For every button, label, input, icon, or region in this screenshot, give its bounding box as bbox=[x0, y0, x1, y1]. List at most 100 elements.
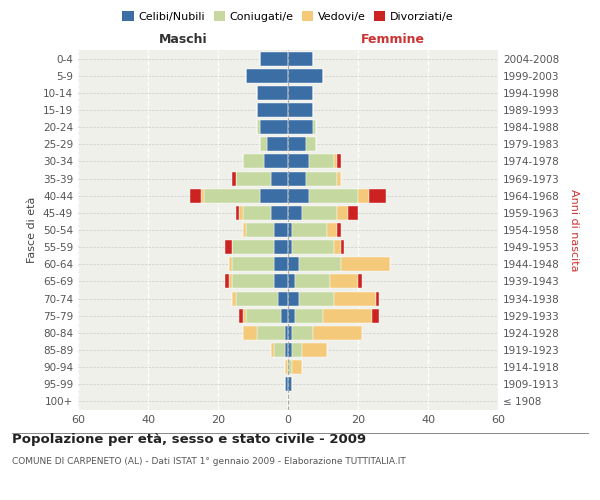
Bar bbox=[242, 308, 246, 322]
Bar bbox=[288, 138, 305, 151]
Bar bbox=[260, 52, 288, 66]
Bar bbox=[292, 326, 313, 340]
Bar bbox=[232, 258, 274, 272]
Bar bbox=[323, 308, 372, 322]
Bar bbox=[288, 308, 295, 322]
Bar bbox=[305, 172, 337, 185]
Bar bbox=[334, 240, 341, 254]
Bar bbox=[330, 274, 358, 288]
Bar bbox=[274, 274, 288, 288]
Bar bbox=[288, 52, 313, 66]
Legend: Celibi/Nubili, Coniugati/e, Vedovi/e, Divorziati/e: Celibi/Nubili, Coniugati/e, Vedovi/e, Di… bbox=[119, 8, 457, 25]
Bar bbox=[288, 154, 309, 168]
Bar bbox=[288, 86, 313, 100]
Bar bbox=[229, 274, 232, 288]
Bar bbox=[246, 223, 274, 237]
Bar bbox=[267, 138, 288, 151]
Bar bbox=[257, 326, 284, 340]
Bar bbox=[225, 240, 232, 254]
Bar bbox=[288, 258, 299, 272]
Bar bbox=[242, 223, 246, 237]
Text: COMUNE DI CARPENETO (AL) - Dati ISTAT 1° gennaio 2009 - Elaborazione TUTTITALIA.: COMUNE DI CARPENETO (AL) - Dati ISTAT 1°… bbox=[12, 457, 406, 466]
Y-axis label: Fasce di età: Fasce di età bbox=[28, 197, 37, 263]
Bar bbox=[200, 188, 204, 202]
Text: Maschi: Maschi bbox=[158, 34, 208, 46]
Bar bbox=[288, 343, 292, 357]
Bar bbox=[288, 68, 323, 82]
Bar bbox=[288, 206, 302, 220]
Bar bbox=[242, 154, 263, 168]
Bar bbox=[229, 258, 232, 272]
Bar bbox=[288, 120, 313, 134]
Bar bbox=[263, 154, 288, 168]
Bar bbox=[257, 103, 288, 117]
Bar bbox=[281, 308, 288, 322]
Bar bbox=[274, 343, 284, 357]
Bar bbox=[302, 343, 326, 357]
Bar bbox=[313, 326, 361, 340]
Bar bbox=[239, 308, 242, 322]
Bar bbox=[337, 172, 341, 185]
Bar bbox=[204, 188, 260, 202]
Bar bbox=[288, 240, 292, 254]
Bar bbox=[257, 86, 288, 100]
Bar bbox=[274, 258, 288, 272]
Bar bbox=[246, 68, 288, 82]
Bar bbox=[242, 206, 271, 220]
Bar bbox=[284, 378, 288, 392]
Bar bbox=[232, 172, 235, 185]
Bar bbox=[288, 223, 292, 237]
Bar bbox=[235, 206, 239, 220]
Bar bbox=[232, 240, 274, 254]
Bar bbox=[239, 206, 242, 220]
Bar bbox=[337, 206, 347, 220]
Bar bbox=[341, 258, 389, 272]
Bar bbox=[292, 223, 326, 237]
Bar bbox=[305, 138, 316, 151]
Bar bbox=[271, 343, 274, 357]
Text: Femmine: Femmine bbox=[361, 34, 425, 46]
Bar bbox=[260, 138, 267, 151]
Bar bbox=[295, 308, 323, 322]
Bar bbox=[368, 188, 386, 202]
Bar bbox=[271, 172, 288, 185]
Bar bbox=[190, 188, 200, 202]
Bar bbox=[271, 206, 288, 220]
Bar bbox=[334, 292, 376, 306]
Bar bbox=[242, 326, 257, 340]
Bar bbox=[288, 292, 299, 306]
Bar bbox=[295, 274, 330, 288]
Bar bbox=[260, 120, 288, 134]
Bar bbox=[277, 292, 288, 306]
Bar bbox=[232, 292, 235, 306]
Bar bbox=[274, 240, 288, 254]
Bar bbox=[235, 292, 277, 306]
Bar bbox=[288, 378, 292, 392]
Bar bbox=[337, 154, 341, 168]
Bar bbox=[225, 274, 229, 288]
Bar bbox=[284, 360, 288, 374]
Bar bbox=[358, 274, 361, 288]
Bar bbox=[288, 274, 295, 288]
Bar bbox=[334, 154, 337, 168]
Bar bbox=[257, 120, 260, 134]
Bar bbox=[288, 172, 305, 185]
Bar bbox=[284, 343, 288, 357]
Bar bbox=[235, 172, 271, 185]
Bar bbox=[309, 188, 358, 202]
Bar bbox=[302, 206, 337, 220]
Bar bbox=[260, 188, 288, 202]
Bar bbox=[299, 292, 334, 306]
Bar bbox=[299, 258, 341, 272]
Bar bbox=[372, 308, 379, 322]
Bar bbox=[288, 103, 313, 117]
Y-axis label: Anni di nascita: Anni di nascita bbox=[569, 188, 579, 271]
Bar bbox=[309, 154, 334, 168]
Bar bbox=[288, 360, 292, 374]
Bar bbox=[284, 326, 288, 340]
Bar bbox=[292, 240, 334, 254]
Bar bbox=[337, 223, 341, 237]
Bar bbox=[313, 120, 316, 134]
Bar bbox=[376, 292, 379, 306]
Bar bbox=[288, 326, 292, 340]
